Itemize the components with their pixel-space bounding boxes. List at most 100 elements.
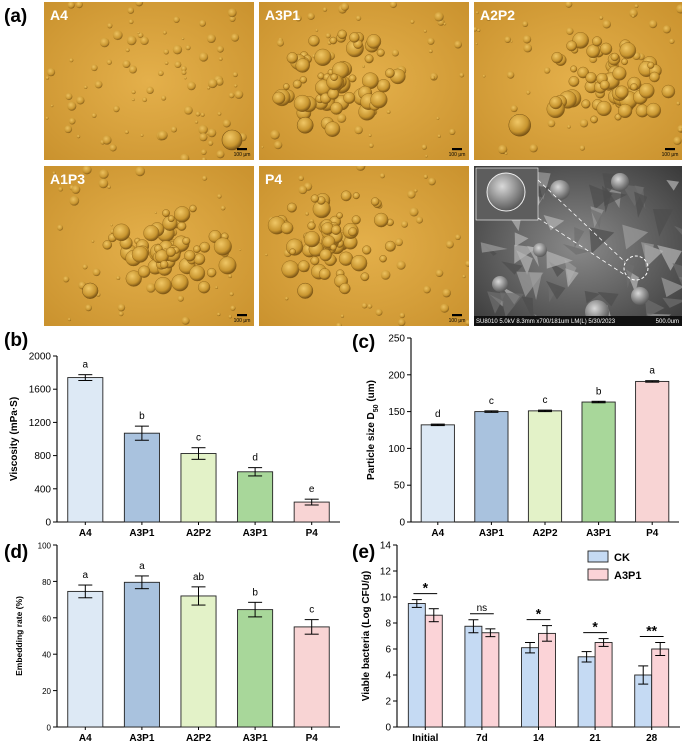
bar-ck — [464, 625, 483, 728]
droplet — [193, 253, 206, 266]
droplet — [227, 8, 237, 18]
droplet — [207, 140, 214, 146]
droplet — [189, 265, 206, 282]
significance-letter: a — [83, 570, 89, 581]
droplet — [602, 20, 611, 29]
embedding-rate-chart: 0 20 40 60 80 100 a A4 a A3P1 ab A2P2 b A3P1 c P4 Embedd… — [14, 542, 340, 744]
droplet — [137, 31, 140, 35]
micrograph-label: A3P1 — [265, 7, 300, 23]
category-label: P4 — [306, 733, 319, 744]
droplet — [206, 86, 211, 90]
droplet — [234, 84, 238, 88]
bar — [527, 410, 563, 523]
significance-mark: * — [423, 580, 429, 596]
bar — [237, 609, 274, 728]
bar — [474, 411, 509, 523]
droplet — [292, 79, 302, 89]
droplet — [68, 117, 76, 125]
y-tick-label: 12 — [380, 567, 392, 578]
droplet — [146, 86, 154, 95]
droplet — [202, 175, 208, 181]
sem-zoom-line — [537, 217, 626, 276]
sem-highlight-circle — [623, 255, 649, 281]
droplet — [437, 134, 441, 138]
droplet — [423, 29, 427, 33]
bar — [123, 581, 160, 728]
droplet — [465, 319, 469, 326]
y-tick-label: 250 — [388, 334, 405, 345]
category-label: A3P1 — [586, 528, 611, 539]
bar-ck — [521, 647, 539, 728]
droplet — [199, 19, 206, 27]
droplet — [217, 111, 222, 116]
significance-letter: c — [196, 433, 201, 444]
droplet — [337, 29, 347, 40]
droplet — [273, 140, 283, 150]
droplet — [232, 71, 238, 78]
droplet — [91, 113, 97, 118]
droplet — [140, 133, 144, 137]
droplet — [631, 14, 635, 18]
droplet — [529, 144, 538, 153]
droplet — [361, 302, 368, 309]
droplet — [185, 45, 191, 51]
droplet — [526, 90, 531, 95]
droplet — [157, 70, 164, 77]
droplet — [370, 197, 380, 206]
droplet — [322, 7, 328, 12]
droplet — [157, 130, 168, 141]
droplet — [340, 2, 349, 11]
legend-swatch — [587, 550, 609, 563]
y-tick-label: 0 — [399, 518, 405, 529]
droplet — [280, 221, 294, 235]
droplet — [135, 2, 144, 7]
droplet — [159, 260, 169, 269]
droplet — [618, 103, 633, 119]
droplet — [331, 224, 342, 235]
droplet — [67, 2, 75, 9]
category-label: P4 — [306, 528, 319, 539]
droplet — [165, 247, 176, 257]
droplet — [181, 316, 190, 325]
droplet — [58, 186, 63, 192]
droplet — [547, 119, 556, 128]
bar — [123, 432, 160, 523]
droplet — [662, 25, 671, 34]
droplet — [67, 101, 77, 111]
droplet — [184, 105, 193, 115]
droplets — [52, 166, 242, 325]
droplet — [570, 65, 578, 73]
droplet — [399, 312, 406, 319]
droplet — [310, 194, 319, 203]
droplet — [281, 260, 300, 279]
droplet — [307, 221, 316, 230]
y-axis-label-main: Particle size D — [366, 412, 377, 480]
droplet — [199, 133, 208, 142]
droplet — [324, 121, 341, 137]
droplet — [174, 206, 191, 223]
significance-letter: a — [139, 561, 145, 572]
micrograph-label: A4 — [50, 7, 68, 23]
droplet — [585, 72, 597, 84]
droplet — [352, 192, 360, 200]
droplet — [85, 304, 92, 312]
droplet — [198, 52, 209, 62]
droplet — [364, 54, 374, 64]
droplet — [314, 48, 332, 66]
droplet — [83, 85, 88, 90]
droplet — [409, 207, 419, 217]
droplet — [286, 202, 297, 213]
droplet — [75, 2, 83, 9]
significance-mark: ns — [477, 603, 488, 614]
droplet — [112, 30, 123, 41]
droplet — [94, 80, 103, 89]
category-label: 14 — [533, 733, 545, 744]
droplet — [442, 288, 451, 298]
droplet — [215, 78, 224, 86]
bar — [635, 380, 670, 523]
droplet — [476, 28, 481, 33]
droplet — [50, 104, 54, 108]
droplet — [71, 185, 81, 194]
droplet — [200, 149, 207, 155]
